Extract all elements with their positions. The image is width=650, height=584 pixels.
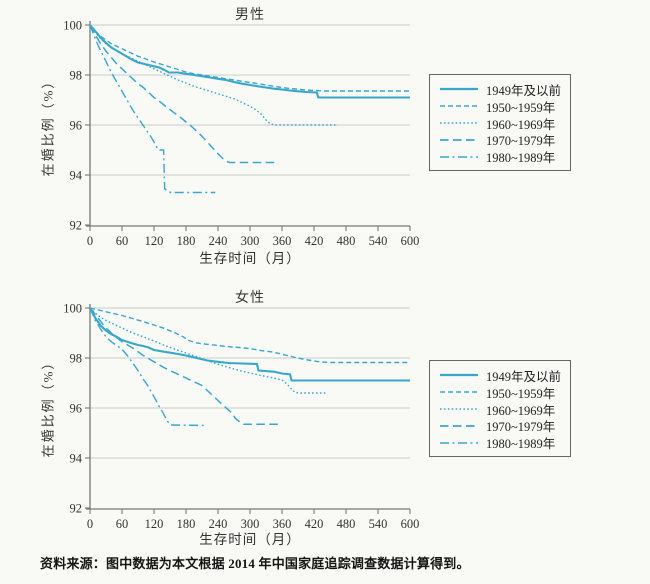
curve-longdash xyxy=(89,24,278,164)
curve-solid xyxy=(89,307,410,382)
x-tick-label: 420 xyxy=(305,517,324,531)
x-tick-label: 600 xyxy=(401,234,420,248)
x-tick-label: 60 xyxy=(116,234,129,248)
female-y-axis-label: 在婚比例（%） xyxy=(40,354,56,458)
male-x-axis-label: 生存时间（月） xyxy=(199,251,301,266)
curve-dashdot xyxy=(89,24,216,194)
legend-line-sample-solid xyxy=(440,88,478,91)
legend-label: 1980~1989年 xyxy=(486,437,556,452)
legend-label: 1960~1969年 xyxy=(486,117,556,132)
legend-line-sample-dashed xyxy=(440,105,478,107)
y-tick-label: 96 xyxy=(70,402,83,416)
x-tick-label: 300 xyxy=(241,234,260,248)
x-tick-label: 0 xyxy=(87,517,93,531)
legend-label: 1950~1959年 xyxy=(486,100,556,115)
legend-label: 1949年及以前 xyxy=(486,83,562,98)
legend-line-sample-dashdot xyxy=(440,155,478,158)
x-tick-label: 540 xyxy=(369,234,388,248)
x-tick-label: 360 xyxy=(273,517,292,531)
legend-item: 1949年及以前 xyxy=(439,367,564,384)
y-tick-label: 98 xyxy=(70,352,83,366)
x-tick-label: 480 xyxy=(337,517,356,531)
legend-line-sample-dotted xyxy=(440,122,478,124)
legend-line-sample-dashdot xyxy=(440,441,478,444)
legend-label: 1980~1989年 xyxy=(486,151,556,166)
x-tick-label: 0 xyxy=(87,234,93,248)
legend-label: 1970~1979年 xyxy=(486,134,556,149)
x-tick-label: 420 xyxy=(305,234,324,248)
x-tick-label: 120 xyxy=(145,234,164,248)
male-survival-plot: 100 98 96 94 92 0 60 120 180 240 300 360 420 480 540 60… xyxy=(63,19,420,249)
legend-item: 1980~1989年 xyxy=(439,148,564,165)
y-tick-label: 96 xyxy=(70,119,83,133)
x-tick-label: 120 xyxy=(145,517,164,531)
female-x-axis-label: 生存时间（月） xyxy=(199,532,301,547)
x-tick-label: 360 xyxy=(273,234,292,248)
x-tick-label: 540 xyxy=(369,517,388,531)
source-note: 资料来源：图中数据为本文根据 2014 年中国家庭追踪调查数据计算得到。 xyxy=(40,556,470,571)
curve-solid xyxy=(89,24,410,99)
female-chart-title: 女性 xyxy=(235,291,265,306)
x-tick-label: 60 xyxy=(116,517,129,531)
legend-item: 1949年及以前 xyxy=(439,81,564,98)
legend-line-sample-solid xyxy=(440,374,478,377)
legend-label: 1960~1969年 xyxy=(486,403,556,418)
legend-item: 1960~1969年 xyxy=(439,401,564,418)
y-tick-label: 100 xyxy=(63,19,82,33)
legend-label: 1949年及以前 xyxy=(486,369,562,384)
legend-line-sample-dotted xyxy=(440,408,478,410)
curve-longdash xyxy=(89,307,281,426)
x-tick-label: 300 xyxy=(241,517,260,531)
x-tick-label: 180 xyxy=(177,517,196,531)
legend-line-sample-longdash xyxy=(440,138,478,141)
legend-line-sample-longdash xyxy=(440,424,478,427)
y-tick-label: 98 xyxy=(70,69,83,83)
y-tick-label: 92 xyxy=(70,219,83,233)
y-tick-label: 94 xyxy=(70,452,83,466)
y-tick-label: 94 xyxy=(70,169,83,183)
curve-dashed xyxy=(89,307,410,364)
legend-line-sample-dashed xyxy=(440,391,478,393)
curve-dotted xyxy=(89,307,328,394)
curve-dashdot xyxy=(89,307,207,427)
male-chart-title: 男性 xyxy=(235,8,265,23)
male-legend: 1949年及以前 1950~1959年 1960~1969年 1970~1979年 19… xyxy=(429,74,571,171)
legend-label: 1970~1979年 xyxy=(486,420,556,435)
female-legend: 1949年及以前 1950~1959年 1960~1969年 1970~1979年 19… xyxy=(429,360,571,457)
curve-dotted xyxy=(89,24,338,126)
legend-item: 1970~1979年 xyxy=(439,417,564,434)
y-tick-label: 92 xyxy=(70,502,83,516)
x-tick-label: 480 xyxy=(337,234,356,248)
curve-dashed xyxy=(89,24,410,92)
y-tick-label: 100 xyxy=(63,302,82,316)
legend-item: 1980~1989年 xyxy=(439,434,564,451)
legend-label: 1950~1959年 xyxy=(486,386,556,401)
legend-item: 1950~1959年 xyxy=(439,98,564,115)
legend-item: 1970~1979年 xyxy=(439,131,564,148)
x-tick-label: 240 xyxy=(209,234,228,248)
legend-item: 1960~1969年 xyxy=(439,115,564,132)
female-survival-plot: 100 98 96 94 92 0 60 120 180 240 300 360 420 480 540 60… xyxy=(63,302,420,532)
x-tick-label: 600 xyxy=(401,517,420,531)
x-tick-label: 240 xyxy=(209,517,228,531)
x-tick-label: 180 xyxy=(177,234,196,248)
legend-item: 1950~1959年 xyxy=(439,384,564,401)
male-y-axis-label: 在婚比例（%） xyxy=(40,73,56,177)
